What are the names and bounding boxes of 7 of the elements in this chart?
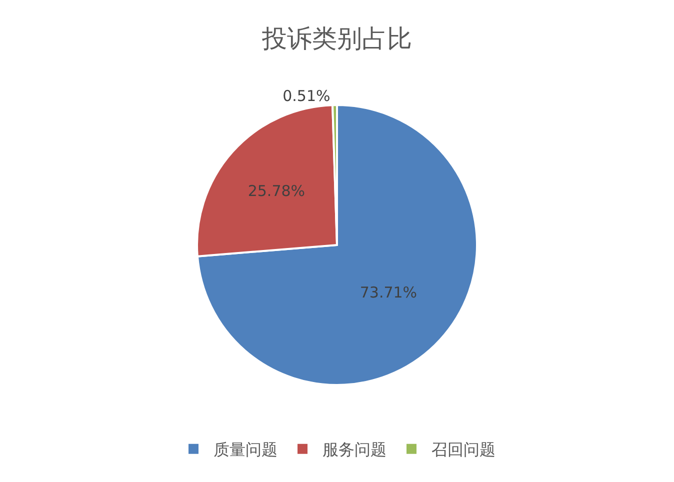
data-label: 73.71% [360, 283, 418, 302]
data-label: 0.51% [282, 87, 330, 106]
chart-title: 投诉类别占比 [261, 24, 412, 53]
legend-label: 服务问题 [322, 440, 386, 460]
data-label: 25.78% [248, 182, 306, 200]
legend-label: 质量问题 [214, 440, 278, 460]
legend-label: 召回问题 [432, 440, 496, 460]
